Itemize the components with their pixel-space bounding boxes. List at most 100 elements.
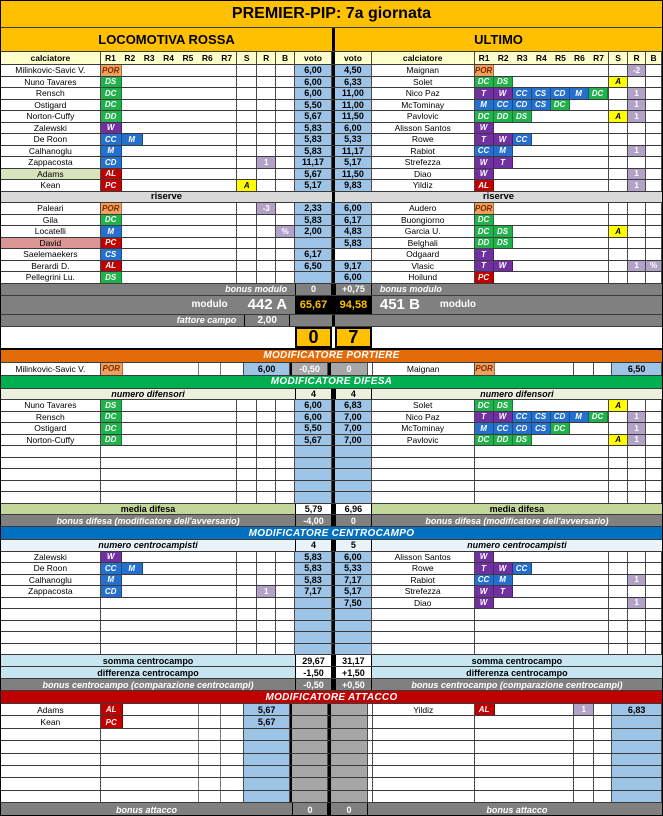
badge-s — [237, 644, 257, 655]
roles-area — [101, 492, 238, 503]
bonus-difesa-left: -4,00 — [295, 515, 332, 526]
badge-s — [609, 180, 628, 191]
player-name — [1, 469, 101, 480]
player-name: Rensch — [1, 412, 101, 423]
somma-centrocampo-row: somma centrocampo 29,67 31,17 somma cent… — [1, 655, 662, 667]
badge-b — [646, 552, 662, 563]
badge-r — [257, 435, 276, 446]
badge-s — [609, 272, 628, 283]
voto-cell: 6,17 — [295, 249, 332, 260]
gray-cell — [292, 741, 328, 752]
role-cell: DC — [101, 88, 122, 99]
role-cell: DD — [101, 111, 122, 122]
roles-area: POR — [101, 65, 238, 76]
totale-left: 65,67 — [295, 296, 332, 314]
badge-r: 1 — [628, 100, 646, 111]
bonus-centrocampo-label-left: bonus centrocampo (comparazione centroca… — [1, 679, 295, 690]
role-cell: DC — [589, 88, 608, 99]
player-name: Kean — [1, 716, 101, 727]
badge-s — [237, 621, 257, 632]
badge-b — [276, 423, 295, 434]
badge-b — [276, 238, 295, 249]
roles-area — [475, 716, 575, 727]
badge-r — [574, 754, 594, 765]
player-name: Belghali — [372, 238, 475, 249]
badge-s — [237, 238, 257, 249]
role-cell: DC — [475, 77, 494, 88]
table-row: SaelemaekersCS6,17OdgaardT — [1, 249, 662, 261]
badge-b — [646, 134, 662, 145]
roles-area — [475, 446, 610, 457]
badge-s: A — [609, 435, 628, 446]
voto-cell — [295, 621, 332, 632]
voto-cell — [295, 632, 332, 643]
table-row: PaleariPOR-32,336,00AuderoPOR — [1, 203, 662, 215]
badge-s — [237, 226, 257, 237]
voto-cell — [335, 458, 372, 469]
voto-cell: 6,50 — [295, 261, 332, 272]
badge-s — [237, 157, 257, 168]
voto-cell: 6,00 — [295, 77, 332, 88]
table-row: OstigardDC5,507,00McTominayMCCCDCSDC1 — [1, 423, 662, 435]
badge-r — [257, 88, 276, 99]
role-cell: DS — [494, 226, 513, 237]
voto-cell: 7,17 — [295, 586, 332, 597]
empty-cell — [594, 363, 612, 375]
bonus-centrocampo-row: bonus centrocampo (comparazione centroca… — [1, 679, 662, 691]
roles-area: CCM — [101, 134, 238, 145]
role-cell: M — [475, 100, 494, 111]
voto-cell: 11,50 — [335, 169, 372, 180]
badge-r — [574, 363, 594, 375]
badge-b — [276, 598, 295, 609]
badge-b — [646, 481, 662, 492]
bonus-modulo-row: bonus modulo 0 +0,75 bonus modulo — [1, 284, 662, 296]
roles-area: TWCCCSCDMDC — [475, 412, 610, 423]
bonus-modulo-label-right: bonus modulo — [372, 284, 662, 295]
role-cell: M — [494, 146, 513, 157]
riserve-label-right: riserve — [335, 192, 662, 203]
voto-cell — [244, 778, 290, 789]
badge-b — [646, 100, 662, 111]
player-name: Solet — [372, 77, 475, 88]
player-name: Nico Paz — [372, 412, 475, 423]
voto-cell — [244, 741, 290, 752]
badge-r — [257, 644, 276, 655]
badge-r — [574, 741, 594, 752]
badge-s — [237, 575, 257, 586]
modulo-value-left: 442 A — [248, 296, 287, 313]
role-cell: POR — [475, 203, 494, 214]
table-row: KeanPC5,67 — [1, 716, 662, 728]
role-cell: DS — [494, 238, 513, 249]
gray-cell — [292, 766, 328, 777]
table-row: CalhanogluM5,837,17RabiotCCM1 — [1, 575, 662, 587]
empty-cell — [594, 729, 612, 740]
badge-b — [276, 609, 295, 620]
table-row — [1, 644, 662, 656]
media-difesa-label-right: media difesa — [372, 504, 662, 515]
badge-b — [276, 469, 295, 480]
team-name-right: ULTIMO — [335, 28, 662, 51]
table-row — [1, 791, 662, 803]
voto-cell: 5,67 — [244, 716, 290, 727]
table-row: RenschDC6,0011,00Nico PazTWCCCSCDMDC1 — [1, 88, 662, 100]
badge-s — [609, 157, 628, 168]
badge-r — [257, 481, 276, 492]
gray-cell — [292, 704, 328, 715]
table-row — [1, 766, 662, 778]
voto-cell: 6,00 — [335, 272, 372, 283]
differenza-right: +1,50 — [335, 667, 372, 678]
badge-r — [257, 492, 276, 503]
badge-s — [237, 632, 257, 643]
voto-cell — [295, 609, 332, 620]
role-cell: AL — [475, 704, 495, 715]
badge-b — [646, 157, 662, 168]
role-cell: CC — [475, 575, 494, 586]
voto-cell — [335, 446, 372, 457]
role-cell: T — [475, 249, 494, 260]
voto-cell — [335, 249, 372, 260]
badge-b — [276, 575, 295, 586]
fattore-campo-value: 2,00 — [244, 315, 290, 326]
badge-s — [609, 644, 628, 655]
player-name: Kean — [1, 180, 101, 191]
section-banner-attacco: MODIFICATORE ATTACCO — [1, 691, 662, 704]
